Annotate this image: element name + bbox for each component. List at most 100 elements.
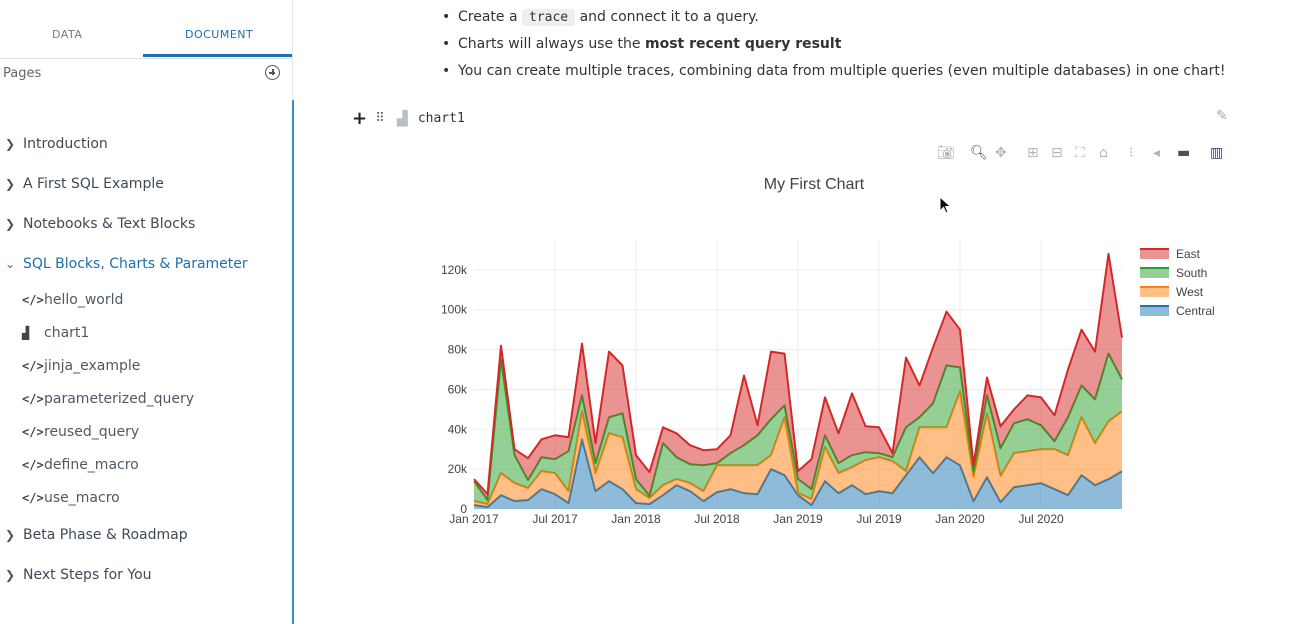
active-tab-indicator [143, 54, 292, 57]
legend-label: South [1176, 266, 1207, 280]
edit-pencil-icon[interactable]: ✎ [1216, 108, 1228, 124]
x-tick-label: Jul 2017 [532, 512, 578, 526]
series-line-east[interactable] [473, 252, 1123, 496]
x-tick-label: Jan 2017 [449, 512, 499, 526]
code-icon: </> [22, 359, 44, 373]
chevron-right-icon: ❯ [5, 137, 16, 151]
autoscale-icon[interactable]: ⛶ [1075, 145, 1085, 161]
nav-section-sql-blocks[interactable]: ⌄ SQL Blocks, Charts & Parameter [0, 256, 248, 272]
y-tick-label: 0 [460, 502, 467, 516]
bullet-bold-text: most recent query result [644, 36, 842, 52]
drag-handle-icon[interactable]: ⠿ [375, 111, 385, 126]
y-tick-label: 60k [448, 382, 468, 396]
nav-section-label: Next Steps for You [23, 567, 152, 583]
zoom-icon[interactable]: 🔍︎ [970, 145, 988, 161]
area-fill-central[interactable] [474, 439, 1122, 509]
chevron-right-icon: ❯ [5, 528, 16, 542]
list-item: Create a trace and connect it to a query… [442, 4, 1225, 31]
x-tick-label: Jul 2019 [856, 512, 902, 526]
code-icon: </> [22, 458, 44, 472]
mouse-cursor-icon [939, 196, 952, 214]
zoom-in-icon[interactable]: ⊞ [1027, 145, 1039, 161]
y-tick-label: 100k [441, 303, 468, 317]
chevron-right-icon: ❯ [5, 177, 16, 191]
y-tick-label: 80k [448, 343, 468, 357]
code-icon: </> [22, 425, 44, 439]
area-chart: My First Chart 0 20k 40k 60k 80k 100k 120k Jan… [441, 176, 1215, 526]
page-item-label: define_macro [44, 457, 139, 473]
sidebar-tabs: DATA DOCUMENT [0, 0, 292, 59]
page-item-hello-world[interactable]: </>hello_world [22, 292, 123, 308]
nav-section-label: SQL Blocks, Charts & Parameter [23, 256, 248, 272]
plotly-logo-icon[interactable]: ▥ [1210, 145, 1224, 161]
code-icon: </> [22, 293, 44, 307]
sidebar: DATA DOCUMENT Pages ❯ Introduction ❯ A Fir… [0, 0, 293, 624]
page-item-jinja-example[interactable]: </>jinja_example [22, 358, 140, 374]
nav-section-first-sql[interactable]: ❯ A First SQL Example [0, 176, 164, 192]
x-tick-label: Jan 2019 [773, 512, 823, 526]
page-item-parameterized-query[interactable]: </>parameterized_query [22, 391, 194, 407]
area-fill-west[interactable] [474, 391, 1122, 507]
block-header: + ⠿ ▟ chart1 [352, 108, 465, 129]
active-page-border [292, 100, 294, 624]
pages-heading: Pages [3, 66, 42, 81]
legend-swatch [1140, 287, 1169, 297]
y-tick-label: 40k [448, 422, 468, 436]
page-item-label: chart1 [44, 325, 90, 341]
y-tick-label: 20k [448, 462, 468, 476]
camera-icon[interactable]: 📷︎ [937, 145, 955, 161]
document-content: Create a trace and connect it to a query… [294, 0, 1295, 624]
legend-item-central[interactable]: Central [1140, 304, 1215, 318]
nav-section-label: Notebooks & Text Blocks [23, 216, 196, 232]
legend-item-east[interactable]: East [1140, 247, 1201, 261]
chart-icon: ▟ [396, 110, 408, 127]
add-page-icon[interactable] [265, 65, 280, 80]
page-item-label: use_macro [44, 490, 120, 506]
x-tick-label: Jul 2020 [1018, 512, 1064, 526]
nav-section-label: A First SQL Example [23, 176, 164, 192]
bullet-text: You can create multiple traces, combinin… [458, 63, 1226, 79]
home-icon[interactable]: ⌂ [1099, 145, 1108, 161]
block-name[interactable]: chart1 [417, 111, 465, 126]
chevron-down-icon: ⌄ [5, 257, 16, 271]
page-item-label: jinja_example [44, 358, 141, 374]
add-block-icon[interactable]: + [352, 108, 368, 129]
nav-section-next-steps[interactable]: ❯ Next Steps for You [0, 567, 152, 583]
hover-compare-icon[interactable]: ▬ [1177, 145, 1191, 161]
zoom-out-icon[interactable]: ⊟ [1051, 145, 1063, 161]
page-item-use-macro[interactable]: </>use_macro [22, 490, 120, 506]
legend-label: Central [1176, 304, 1215, 318]
page-item-reused-query[interactable]: </>reused_query [22, 424, 139, 440]
nav-section-label: Beta Phase & Roadmap [23, 527, 188, 543]
x-tick-label: Jan 2020 [935, 512, 985, 526]
nav-section-introduction[interactable]: ❯ Introduction [0, 136, 108, 152]
legend-item-west[interactable]: West [1140, 285, 1204, 299]
page-item-define-macro[interactable]: </>define_macro [22, 457, 139, 473]
legend-item-south[interactable]: South [1140, 266, 1207, 280]
nav-section-beta[interactable]: ❯ Beta Phase & Roadmap [0, 527, 188, 543]
nav-section-label: Introduction [23, 136, 108, 152]
chart-icon: ▟ [22, 326, 30, 340]
legend-label: West [1176, 285, 1204, 299]
tab-data[interactable]: DATA [52, 28, 83, 41]
code-icon: </> [22, 392, 44, 406]
code-icon: </> [22, 491, 44, 505]
y-tick-label: 120k [441, 263, 468, 277]
hover-closest-icon[interactable]: ◂ [1153, 145, 1161, 161]
chart-title: My First Chart [764, 176, 865, 193]
legend-swatch [1140, 249, 1169, 259]
chevron-right-icon: ❯ [5, 568, 16, 582]
page-item-label: reused_query [44, 424, 140, 440]
spike-lines-icon[interactable]: ⁝ [1129, 145, 1134, 161]
x-axis: Jan 2017 Jul 2017 Jan 2018 Jul 2018 Jan 2019… [449, 512, 1064, 526]
nav-section-notebooks[interactable]: ❯ Notebooks & Text Blocks [0, 216, 195, 232]
y-axis: 0 20k 40k 60k 80k 100k 120k [441, 263, 468, 516]
chart-legend[interactable]: East South West Central [1140, 247, 1215, 318]
page-item-chart1[interactable]: ▟ chart1 [22, 325, 89, 341]
x-tick-label: Jan 2018 [611, 512, 661, 526]
tab-document[interactable]: DOCUMENT [185, 28, 254, 41]
area-fill-south[interactable] [474, 353, 1122, 504]
bullet-text: Charts will always use the [458, 36, 645, 52]
pan-icon[interactable]: ✥ [995, 145, 1007, 161]
legend-label: East [1176, 247, 1201, 261]
